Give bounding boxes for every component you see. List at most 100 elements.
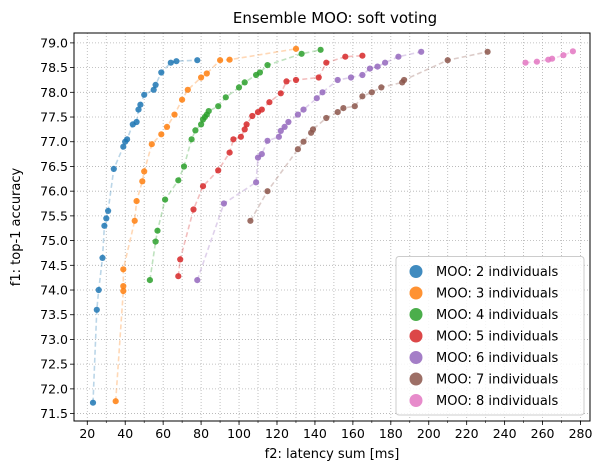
data-point xyxy=(95,286,102,294)
data-point xyxy=(277,127,284,134)
data-point xyxy=(298,50,305,57)
data-point xyxy=(300,138,307,145)
legend-label: MOO: 3 individuals xyxy=(436,287,558,302)
x-tick-label: 200 xyxy=(417,426,441,441)
data-point xyxy=(203,70,210,77)
legend-marker xyxy=(409,372,423,386)
data-point xyxy=(382,59,389,66)
data-point xyxy=(190,206,197,213)
data-point xyxy=(177,256,184,263)
data-point xyxy=(120,283,127,290)
y-tick-label: 73.5 xyxy=(40,307,68,322)
data-point xyxy=(158,131,165,138)
data-point xyxy=(319,89,326,96)
y-tick-label: 77.0 xyxy=(40,134,68,149)
data-point xyxy=(237,133,244,140)
data-point xyxy=(378,84,385,91)
data-point xyxy=(366,65,373,72)
data-point xyxy=(292,76,300,84)
x-tick-label: 180 xyxy=(379,426,403,441)
chart-title: Ensemble MOO: soft voting xyxy=(233,9,437,27)
data-point xyxy=(180,163,188,170)
data-point xyxy=(323,114,330,122)
data-point xyxy=(131,217,138,224)
data-point xyxy=(175,273,182,280)
y-tick-label: 76.5 xyxy=(40,159,68,174)
x-tick-label: 20 xyxy=(79,426,95,441)
data-point xyxy=(179,96,186,103)
data-point xyxy=(120,287,127,295)
data-point xyxy=(294,146,301,153)
data-point xyxy=(171,111,178,118)
data-point xyxy=(198,74,205,81)
data-point xyxy=(549,55,556,62)
data-point xyxy=(285,118,292,126)
y-axis-ticks: 71.5 72.0 72.5 73.0 73.5 74.0 74.5 75.0 75.5 76.0… xyxy=(40,35,74,421)
data-point xyxy=(247,217,254,224)
data-point xyxy=(277,90,284,97)
data-point xyxy=(484,48,491,55)
legend-label: MOO: 5 individuals xyxy=(436,330,558,345)
data-point xyxy=(192,127,199,134)
data-point xyxy=(283,78,290,85)
data-point xyxy=(152,238,159,245)
data-point xyxy=(146,277,153,284)
data-point xyxy=(184,86,191,93)
data-point xyxy=(226,56,233,63)
data-point xyxy=(340,105,347,112)
data-point xyxy=(135,106,142,113)
x-tick-label: 240 xyxy=(493,426,517,441)
y-tick-label: 74.0 xyxy=(40,283,68,298)
data-point xyxy=(368,89,375,96)
data-point xyxy=(569,48,577,55)
data-point xyxy=(395,53,402,60)
legend-label: MOO: 2 individuals xyxy=(436,265,558,280)
data-point xyxy=(347,74,355,81)
x-tick-label: 100 xyxy=(227,426,251,441)
data-point xyxy=(141,91,148,98)
data-point xyxy=(275,133,282,140)
data-point xyxy=(112,398,119,405)
x-tick-label: 260 xyxy=(531,426,555,441)
data-point xyxy=(158,69,165,76)
data-point xyxy=(313,95,320,102)
data-point xyxy=(215,103,222,110)
data-point xyxy=(120,143,127,150)
data-point xyxy=(163,123,171,130)
data-point xyxy=(359,93,366,100)
data-point xyxy=(217,57,224,64)
y-tick-label: 71.5 xyxy=(40,406,68,421)
y-tick-label: 78.0 xyxy=(40,85,68,100)
x-axis-ticks: 20 40 60 80 100 120 140 160 180 200 220 240 260 280 xyxy=(79,421,592,441)
data-point xyxy=(194,57,201,64)
y-tick-label: 76.0 xyxy=(40,184,68,199)
data-point xyxy=(292,45,300,52)
data-point xyxy=(103,215,110,222)
y-tick-label: 72.5 xyxy=(40,357,68,372)
legend-marker xyxy=(409,394,423,407)
data-point xyxy=(101,222,108,229)
data-point xyxy=(243,121,250,128)
data-point xyxy=(110,165,117,172)
x-tick-label: 120 xyxy=(265,426,289,441)
legend-marker xyxy=(409,308,423,321)
series-line xyxy=(177,54,363,277)
data-point xyxy=(294,111,301,118)
data-point xyxy=(300,106,307,113)
data-point xyxy=(205,108,212,115)
y-tick-label: 73.0 xyxy=(40,332,68,347)
data-point xyxy=(175,177,182,184)
data-point xyxy=(220,200,227,207)
data-point xyxy=(133,118,140,126)
x-tick-label: 40 xyxy=(117,426,133,441)
data-point xyxy=(241,126,248,133)
data-point xyxy=(89,399,97,406)
y-tick-label: 79.0 xyxy=(40,35,68,50)
data-point xyxy=(281,123,288,130)
data-point xyxy=(401,76,408,84)
plot-frame xyxy=(73,32,591,422)
data-point xyxy=(148,141,155,148)
data-point xyxy=(93,306,100,313)
data-point xyxy=(351,103,358,110)
y-tick-label: 75.5 xyxy=(40,208,68,223)
